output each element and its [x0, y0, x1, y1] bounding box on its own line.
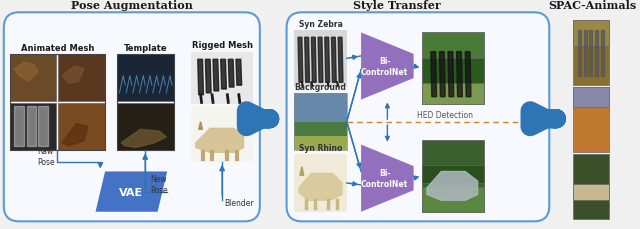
Bar — [294, 155, 347, 212]
Bar — [422, 187, 484, 212]
Polygon shape — [95, 172, 167, 212]
Polygon shape — [236, 60, 242, 86]
Polygon shape — [298, 38, 303, 83]
Bar — [116, 55, 174, 102]
Text: HED Detection: HED Detection — [417, 111, 474, 120]
Polygon shape — [38, 107, 48, 146]
Polygon shape — [196, 129, 244, 153]
Polygon shape — [584, 30, 586, 76]
Bar — [191, 52, 253, 105]
Text: SPAC-Animals: SPAC-Animals — [548, 0, 636, 11]
Polygon shape — [361, 33, 413, 100]
Bar — [573, 184, 609, 200]
FancyBboxPatch shape — [287, 13, 549, 221]
Polygon shape — [465, 52, 471, 97]
Polygon shape — [62, 124, 88, 146]
Polygon shape — [440, 52, 445, 97]
Bar — [573, 21, 609, 86]
Text: Animated Mesh: Animated Mesh — [20, 44, 94, 52]
Text: Syn Rhino: Syn Rhino — [299, 144, 342, 153]
Text: Style Transfer: Style Transfer — [353, 0, 441, 11]
Polygon shape — [361, 145, 413, 212]
Polygon shape — [578, 30, 581, 76]
Polygon shape — [213, 60, 219, 92]
Polygon shape — [198, 60, 204, 95]
Polygon shape — [312, 38, 316, 83]
Bar — [116, 55, 174, 151]
Bar — [573, 155, 609, 219]
Bar — [422, 33, 484, 105]
Bar — [294, 122, 347, 136]
Text: VAE: VAE — [119, 187, 143, 197]
Text: Bi-
ControlNet: Bi- ControlNet — [361, 57, 408, 76]
Polygon shape — [456, 52, 462, 97]
Text: Syn Zebra: Syn Zebra — [298, 19, 342, 29]
Text: Pose Augmentation: Pose Augmentation — [71, 0, 193, 11]
Bar — [58, 104, 105, 151]
Bar — [191, 107, 253, 162]
Polygon shape — [14, 107, 24, 146]
Polygon shape — [448, 52, 454, 97]
Bar — [294, 93, 347, 151]
Polygon shape — [324, 38, 330, 83]
Polygon shape — [595, 30, 598, 76]
Polygon shape — [431, 52, 436, 97]
Polygon shape — [198, 122, 202, 130]
Bar — [422, 140, 484, 212]
Polygon shape — [221, 60, 227, 90]
Text: Blender: Blender — [224, 198, 253, 207]
Text: Rigged Mesh: Rigged Mesh — [191, 41, 253, 49]
Polygon shape — [14, 63, 38, 82]
Bar — [422, 58, 484, 83]
Text: Bi-
ControlNet: Bi- ControlNet — [361, 169, 408, 188]
Polygon shape — [228, 60, 234, 88]
Bar — [573, 21, 609, 47]
Polygon shape — [305, 38, 310, 83]
Polygon shape — [338, 38, 343, 83]
Bar — [116, 104, 174, 151]
Bar — [294, 30, 347, 88]
Bar — [58, 55, 105, 102]
Polygon shape — [205, 60, 211, 93]
Text: Background: Background — [294, 83, 346, 92]
Bar — [422, 83, 484, 105]
Text: Template: Template — [124, 44, 167, 52]
Bar — [10, 55, 56, 102]
Text: Raw
Pose: Raw Pose — [37, 147, 54, 166]
Polygon shape — [427, 172, 477, 200]
Bar — [10, 104, 56, 151]
Polygon shape — [589, 30, 592, 76]
Polygon shape — [601, 30, 604, 76]
Bar — [294, 93, 347, 122]
Polygon shape — [318, 38, 323, 83]
FancyBboxPatch shape — [4, 13, 260, 221]
Bar — [294, 136, 347, 151]
Bar — [10, 55, 105, 151]
Polygon shape — [62, 67, 84, 84]
Bar — [573, 88, 609, 107]
Polygon shape — [332, 38, 336, 83]
Bar — [422, 165, 484, 183]
Text: New
Pose: New Pose — [150, 174, 168, 194]
Polygon shape — [27, 107, 36, 146]
Bar — [573, 88, 609, 153]
Polygon shape — [299, 174, 342, 200]
Polygon shape — [300, 167, 304, 176]
Polygon shape — [122, 130, 166, 148]
